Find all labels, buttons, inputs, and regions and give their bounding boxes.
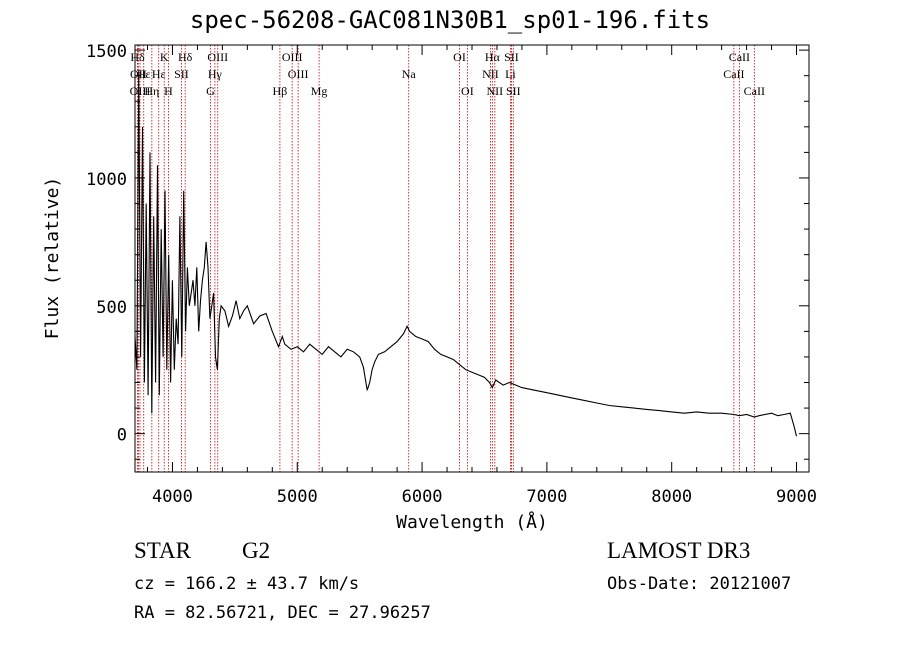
observation-date: Obs-Date: 20121007 (607, 574, 792, 594)
emission-line-label: CaII (723, 67, 744, 81)
emission-line-label: Hβ (273, 84, 288, 98)
sky-coordinates: RA = 82.56721, DEC = 27.96257 (134, 603, 431, 623)
x-tick-label: 9000 (776, 487, 817, 507)
emission-line-label: OIII (207, 50, 228, 64)
emission-line-label: Hγ (208, 67, 223, 81)
emission-line-label: SII (506, 84, 521, 98)
emission-line-label: Li (505, 67, 516, 81)
object-class: G2 (242, 538, 271, 563)
emission-line-label: CaII (729, 50, 750, 64)
emission-line-label: Hδ (178, 50, 193, 64)
emission-line-label: Hδ (130, 50, 145, 64)
series-line-flux (134, 75, 798, 437)
emission-line-label: OI (453, 50, 466, 64)
x-tick-label: 4000 (152, 487, 193, 507)
emission-line-label: K (160, 50, 169, 64)
emission-line-label: Hα (485, 50, 501, 64)
emission-line-markers (137, 45, 755, 472)
emission-line-label: Hε (137, 67, 151, 81)
emission-line-label: G (206, 84, 215, 98)
y-tick-label: 1500 (86, 42, 127, 62)
emission-line-label: OII (130, 67, 147, 81)
emission-line-label: OI (461, 84, 474, 98)
emission-line-label: CaII (744, 84, 765, 98)
emission-line-label: OIII (288, 67, 309, 81)
object-type: STAR (134, 538, 191, 563)
x-axis-label: Wavelength (Å) (396, 511, 548, 533)
emission-line-label: NII (482, 67, 499, 81)
x-tick-label: 6000 (402, 487, 443, 507)
emission-line-label: Hη (144, 84, 159, 98)
redshift-velocity: cz = 166.2 ± 43.7 km/s (134, 574, 360, 594)
emission-line-label: Na (402, 67, 417, 81)
y-tick-label: 0 (117, 426, 127, 446)
y-axis-label: Flux (relative) (42, 177, 63, 340)
emission-line-label: OIII (282, 50, 303, 64)
y-tick-label: 500 (96, 298, 127, 318)
emission-line-label: SII (174, 67, 189, 81)
emission-line-label: H (164, 84, 173, 98)
figure-title: spec-56208-GAC081N30B1_sp01-196.fits (189, 6, 711, 34)
y-tick-label: 1000 (86, 170, 127, 190)
survey-name: LAMOST DR3 (607, 538, 751, 563)
x-axis-ticks: 4000 5000 6000 7000 8000 9000 (146, 45, 817, 507)
x-tick-label: 5000 (277, 487, 318, 507)
emission-line-label: NII (487, 84, 504, 98)
x-tick-label: 7000 (526, 487, 567, 507)
emission-line-label: Hε (152, 67, 166, 81)
y-axis-ticks: 0 500 1000 1500 (86, 42, 809, 460)
emission-line-label: SII (504, 50, 519, 64)
x-tick-label: 8000 (651, 487, 692, 507)
plot-frame (134, 44, 810, 473)
emission-line-label: Mg (311, 84, 328, 98)
